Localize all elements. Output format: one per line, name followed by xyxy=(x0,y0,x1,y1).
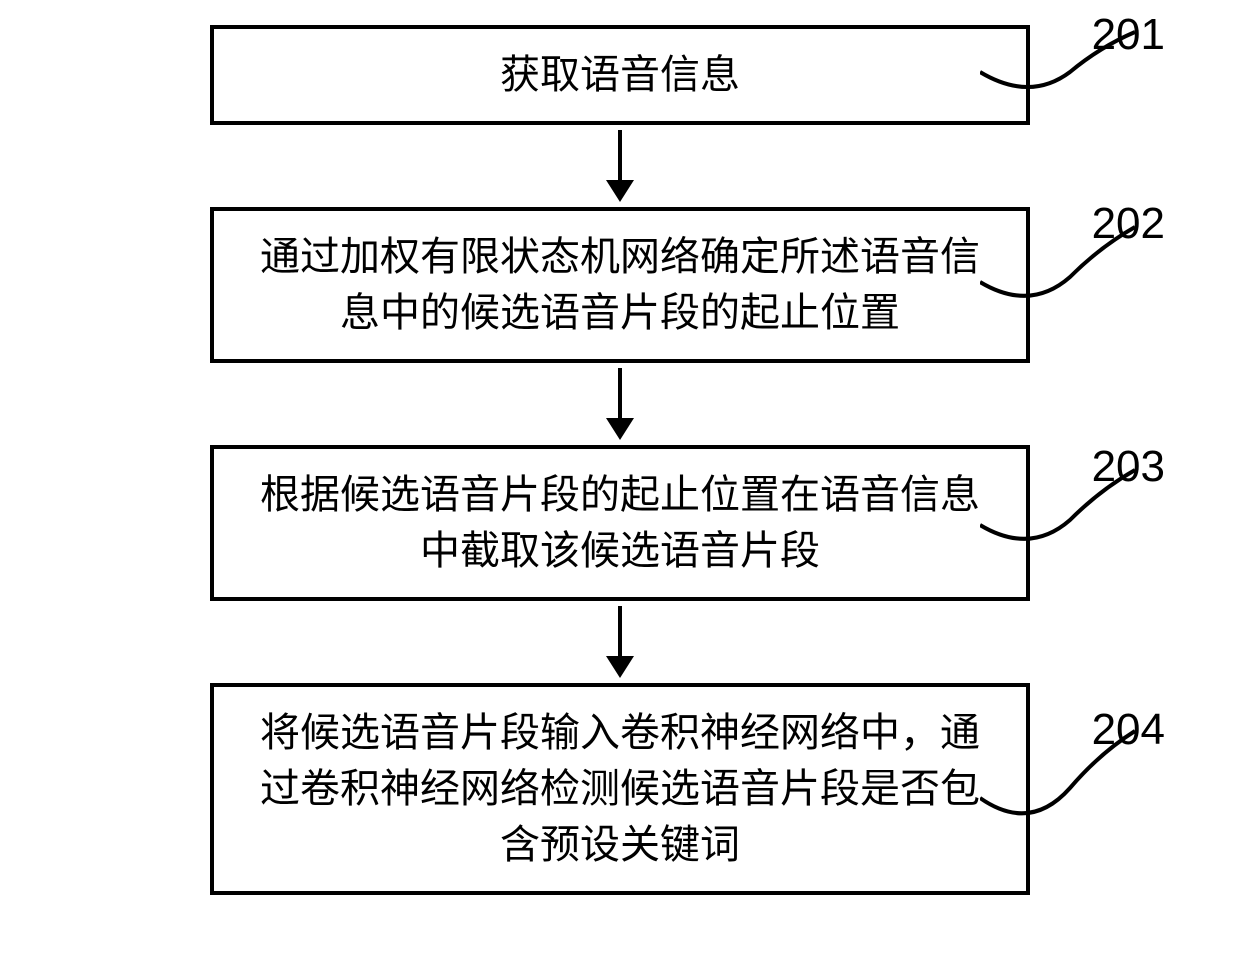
flowchart-container: 获取语音信息 201 通过加权有限状态机网络确定所述语音信息中的候选语音片段的起… xyxy=(20,20,1220,895)
arrow-head-icon xyxy=(606,656,634,678)
step-row-202: 通过加权有限状态机网络确定所述语音信息中的候选语音片段的起止位置 202 xyxy=(20,207,1220,363)
step-label-203: 203 xyxy=(1092,442,1165,492)
step-label-204: 204 xyxy=(1092,705,1165,755)
step-text-204: 将候选语音片段输入卷积神经网络中，通过卷积神经网络检测候选语音片段是否包含预设关… xyxy=(244,705,996,873)
step-box-203: 根据候选语音片段的起止位置在语音信息中截取该候选语音片段 xyxy=(210,445,1030,601)
step-text-202: 通过加权有限状态机网络确定所述语音信息中的候选语音片段的起止位置 xyxy=(244,229,996,341)
step-row-201: 获取语音信息 201 xyxy=(20,25,1220,125)
arrow-head-icon xyxy=(606,418,634,440)
step-label-202: 202 xyxy=(1092,199,1165,249)
step-label-201: 201 xyxy=(1092,10,1165,60)
arrow-3 xyxy=(606,606,634,678)
step-text-201: 获取语音信息 xyxy=(500,47,740,103)
step-box-202: 通过加权有限状态机网络确定所述语音信息中的候选语音片段的起止位置 xyxy=(210,207,1030,363)
arrow-2 xyxy=(606,368,634,440)
step-box-204: 将候选语音片段输入卷积神经网络中，通过卷积神经网络检测候选语音片段是否包含预设关… xyxy=(210,683,1030,895)
arrow-line xyxy=(618,130,622,180)
step-row-203: 根据候选语音片段的起止位置在语音信息中截取该候选语音片段 203 xyxy=(20,445,1220,601)
arrow-line xyxy=(618,606,622,656)
arrow-1 xyxy=(606,130,634,202)
step-box-201: 获取语音信息 xyxy=(210,25,1030,125)
step-row-204: 将候选语音片段输入卷积神经网络中，通过卷积神经网络检测候选语音片段是否包含预设关… xyxy=(20,683,1220,895)
arrow-head-icon xyxy=(606,180,634,202)
arrow-line xyxy=(618,368,622,418)
step-text-203: 根据候选语音片段的起止位置在语音信息中截取该候选语音片段 xyxy=(244,467,996,579)
